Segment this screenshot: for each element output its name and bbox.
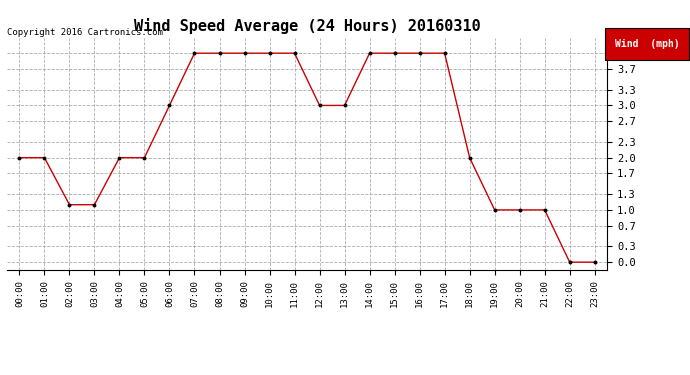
- Point: [39, 154, 50, 160]
- Point: [589, 259, 600, 265]
- Text: Wind  (mph): Wind (mph): [615, 39, 680, 49]
- Point: [239, 50, 250, 56]
- Point: [264, 50, 275, 56]
- Point: [189, 50, 200, 56]
- Point: [464, 154, 475, 160]
- Point: [114, 154, 125, 160]
- Point: [139, 154, 150, 160]
- Text: Copyright 2016 Cartronics.com: Copyright 2016 Cartronics.com: [7, 28, 163, 37]
- Point: [314, 102, 325, 108]
- Point: [539, 207, 550, 213]
- Point: [364, 50, 375, 56]
- Point: [414, 50, 425, 56]
- Point: [289, 50, 300, 56]
- Point: [489, 207, 500, 213]
- Point: [164, 102, 175, 108]
- Point: [439, 50, 450, 56]
- Point: [339, 102, 350, 108]
- Title: Wind Speed Average (24 Hours) 20160310: Wind Speed Average (24 Hours) 20160310: [134, 18, 480, 33]
- Point: [214, 50, 225, 56]
- Point: [89, 202, 100, 208]
- Point: [14, 154, 25, 160]
- Point: [564, 259, 575, 265]
- Point: [64, 202, 75, 208]
- Point: [514, 207, 525, 213]
- Point: [389, 50, 400, 56]
